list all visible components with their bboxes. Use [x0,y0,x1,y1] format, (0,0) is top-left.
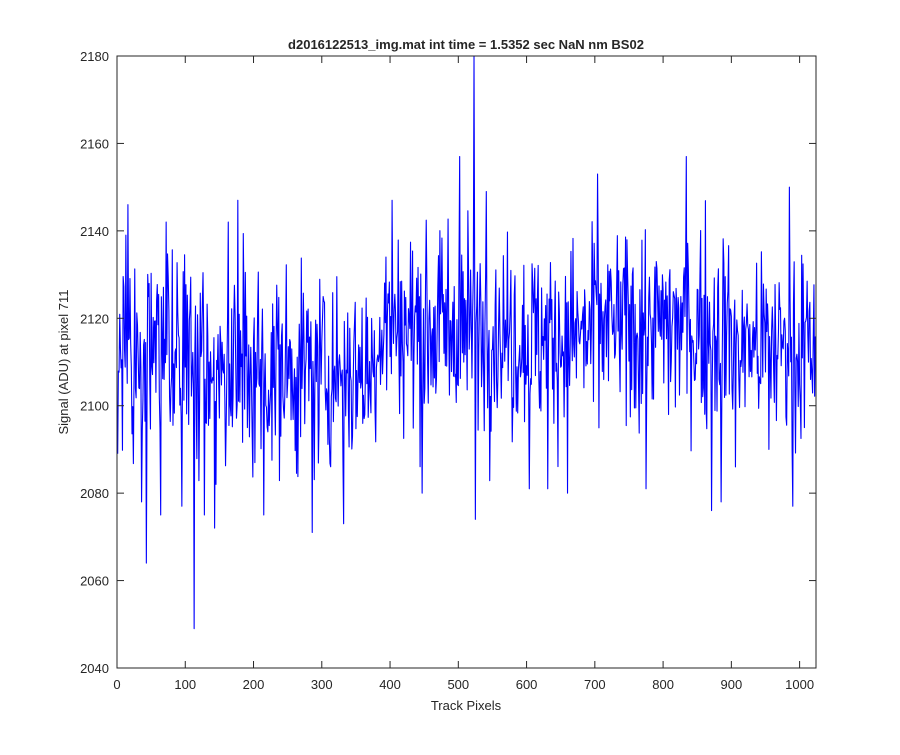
x-tick-label: 400 [379,677,401,692]
y-tick-label: 2180 [80,49,109,64]
y-axis-label: Signal (ADU) at pixel 711 [56,290,71,435]
series-line [117,55,817,630]
x-tick-label: 200 [243,677,265,692]
x-tick-label: 500 [447,677,469,692]
x-tick-label: 1000 [785,677,814,692]
y-tick-label: 2160 [80,136,109,151]
x-axis-label: Track Pixels [431,698,502,713]
y-tick-label: 2140 [80,224,109,239]
x-tick-label: 0 [113,677,120,692]
x-tick-label: 100 [174,677,196,692]
y-tick-label: 2060 [80,574,109,589]
y-tick-label: 2040 [80,661,109,676]
y-tick-label: 2080 [80,486,109,501]
y-tick-label: 2120 [80,311,109,326]
x-tick-label: 800 [652,677,674,692]
x-tick-label: 300 [311,677,333,692]
x-tick-label: 900 [721,677,743,692]
axes-layer: 0 100 200 300 400 500 600 700 800 900 1000 2040 2060… [80,49,817,692]
axes-box [116,55,817,669]
y-tick-label: 2100 [80,399,109,414]
x-tick-label: 600 [516,677,538,692]
chart-title: d2016122513_img.mat int time = 1.5352 se… [288,37,644,52]
series-layer [117,55,817,630]
x-tick-label: 700 [584,677,606,692]
